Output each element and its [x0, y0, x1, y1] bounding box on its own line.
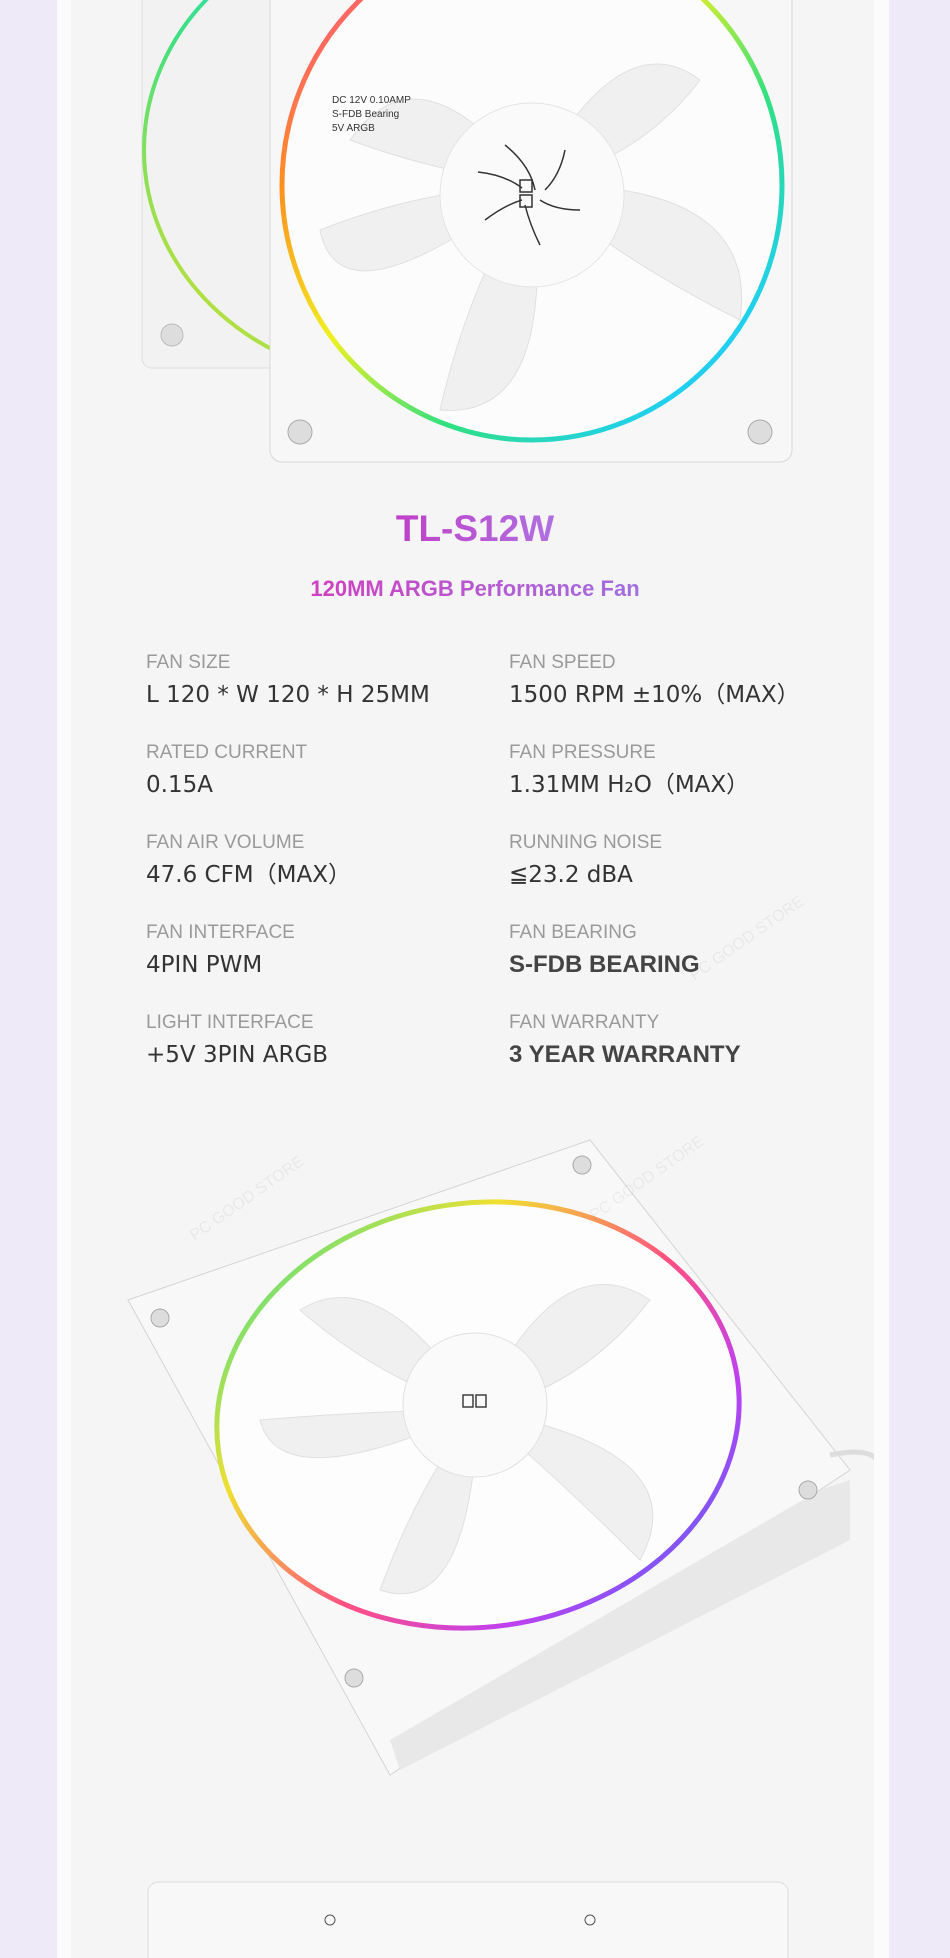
product-title: TL-S12W	[0, 508, 950, 550]
spec-value: 1.31MM H₂O（MAX）	[509, 772, 750, 798]
product-subtitle-text: 120MM ARGB Performance Fan	[310, 576, 640, 601]
spec-running-noise: RUNNING NOISE ≦23.2 dBA	[509, 832, 662, 890]
spec-label: FAN AIR VOLUME	[146, 832, 305, 853]
spec-label: FAN PRESSURE	[509, 742, 656, 763]
fan-sticker: DC 12V 0.10AMP S-FDB Bearing 5V ARGB	[332, 95, 411, 134]
spec-value: L 120 * W 120 * H 25MM	[146, 682, 430, 708]
sticker-line: 5V ARGB	[332, 123, 375, 134]
spec-rated-current: RATED CURRENT 0.15A	[146, 742, 307, 800]
spec-value: 3 YEAR WARRANTY	[509, 1041, 741, 1068]
spec-label: FAN WARRANTY	[509, 1012, 660, 1033]
spec-air-volume: FAN AIR VOLUME 47.6 CFM（MAX）	[146, 832, 351, 890]
sticker-line: S-FDB Bearing	[332, 109, 399, 120]
spec-fan-speed: FAN SPEED 1500 RPM ±10%（MAX）	[509, 652, 800, 710]
spec-light-interface: LIGHT INTERFACE +5V 3PIN ARGB	[146, 1012, 328, 1070]
product-panel: DC 12V 0.10AMP S-FDB Bearing 5V ARGB	[71, 0, 874, 1958]
spec-value: 47.6 CFM（MAX）	[146, 862, 351, 888]
spec-label: FAN INTERFACE	[146, 922, 295, 943]
bottom-fan-image	[147, 1881, 789, 1958]
angled-fan-image	[127, 1139, 874, 1776]
spec-value: 1500 RPM ±10%（MAX）	[509, 682, 800, 708]
spec-fan-bearing: FAN BEARING S-FDB BEARING	[509, 922, 700, 980]
spec-value: 4PIN PWM	[146, 952, 263, 978]
spec-label: LIGHT INTERFACE	[146, 1012, 314, 1033]
spec-value: +5V 3PIN ARGB	[146, 1042, 329, 1068]
spec-value: ≦23.2 dBA	[509, 862, 633, 888]
spec-fan-pressure: FAN PRESSURE 1.31MM H₂O（MAX）	[509, 742, 749, 800]
spec-label: RATED CURRENT	[146, 742, 308, 763]
sticker-line: DC 12V 0.10AMP	[332, 95, 411, 106]
spec-label: FAN SPEED	[509, 652, 616, 673]
top-fans-image: DC 12V 0.10AMP S-FDB Bearing 5V ARGB	[141, 0, 793, 463]
product-model: TL-S12W	[395, 508, 555, 549]
product-subtitle: 120MM ARGB Performance Fan	[0, 576, 950, 602]
spec-fan-interface: FAN INTERFACE 4PIN PWM	[146, 922, 295, 980]
spec-label: FAN BEARING	[509, 922, 637, 943]
right-border-strip	[874, 0, 889, 1958]
spec-label: FAN SIZE	[146, 652, 231, 673]
left-border-strip	[57, 0, 71, 1958]
spec-fan-warranty: FAN WARRANTY 3 YEAR WARRANTY	[509, 1012, 741, 1070]
spec-value: S-FDB BEARING	[509, 951, 700, 978]
spec-label: RUNNING NOISE	[509, 832, 663, 853]
spec-value: 0.15A	[146, 772, 213, 798]
spec-fan-size: FAN SIZE L 120 * W 120 * H 25MM	[146, 652, 430, 710]
